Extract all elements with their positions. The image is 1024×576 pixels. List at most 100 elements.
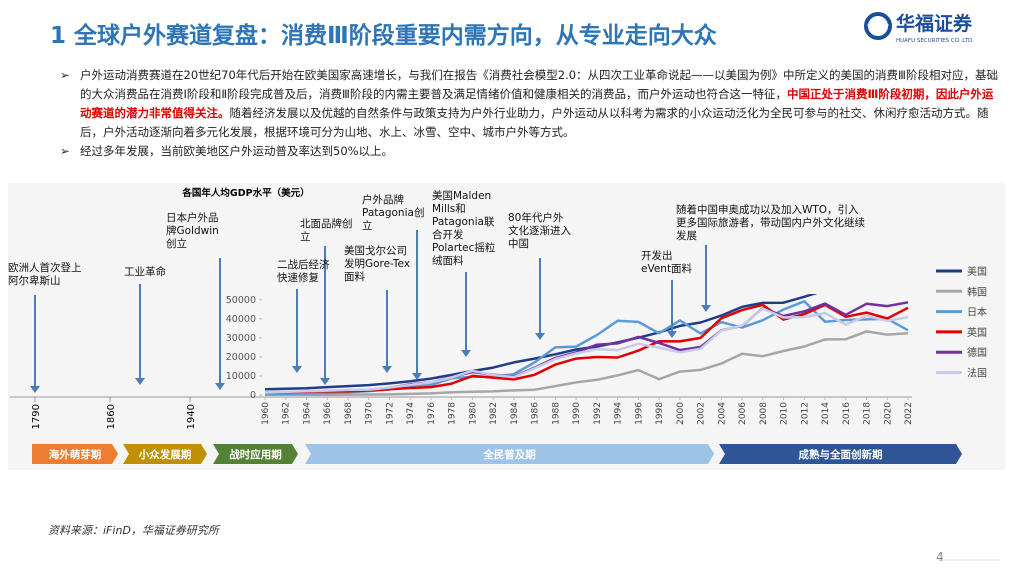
- legend-label: 日本: [967, 306, 987, 319]
- event-label: 北面品牌创立: [300, 218, 353, 243]
- bullet: ➢ 户外运动消费赛道在20世纪70年代后开始在欧美国家高速增长，与我们在报告《消费…: [60, 68, 998, 139]
- logo: 华福证券 HUAFU SECURITIES CO.,LTD.: [864, 12, 974, 44]
- x-tick-label: 2022: [904, 402, 914, 425]
- event-arrow-head: [535, 333, 545, 340]
- x-tick-label: 2004: [717, 402, 727, 425]
- x-tick-label: 1998: [655, 402, 665, 425]
- event-arrow-head: [30, 386, 40, 393]
- event-label: 工业革命: [124, 266, 166, 278]
- x-tick-label: 1988: [551, 402, 561, 425]
- source-note: 资料来源：iFinD，华福证券研究所: [48, 524, 219, 537]
- bullet-highlight: 中国正处于消费Ⅲ阶段初期，因此户外运动赛道的潜力非常值得关注。: [80, 87, 994, 120]
- series-line: [264, 307, 909, 394]
- x-tick-label: 1960: [261, 402, 271, 425]
- phase-label: 海外萌芽期: [49, 448, 102, 461]
- x-tick-label: 1996: [634, 402, 644, 425]
- x-tick-label: 1968: [344, 402, 354, 425]
- x-tick-label: 1974: [406, 402, 416, 425]
- x-tick-label: 1982: [489, 402, 499, 425]
- x-tick-label: 1992: [593, 402, 603, 425]
- x-tick-label: 2020: [883, 402, 893, 425]
- x-tick-label: 1984: [510, 402, 520, 425]
- logo-en: HUAFU SECURITIES CO.,LTD.: [896, 38, 974, 44]
- phase-label: 全民普及期: [482, 448, 536, 461]
- y-tick-label: 0: [250, 390, 256, 401]
- y-tick-label: 10000: [226, 371, 256, 382]
- y-tick-label: 30000: [226, 333, 256, 344]
- event-arrow-head: [135, 378, 145, 385]
- x-tick-label: 2012: [800, 402, 810, 425]
- event-arrow-head: [461, 350, 471, 357]
- x-tick-label: 1994: [614, 402, 624, 425]
- y-tick-label: 20000: [226, 352, 256, 363]
- x-tick-label: 1980: [468, 402, 478, 425]
- logo-text: 华福证券: [896, 12, 973, 35]
- event-label: 美国Malden Mills和Patagonia联合开发Polartec摇粒绒面…: [432, 190, 496, 267]
- bullet: ➢ 经过多年发展，当前欧美地区户外运动普及率达到50%以上。: [60, 142, 1000, 161]
- phase-label: 战时应用期: [229, 448, 282, 461]
- x-tick-label: 1964: [302, 402, 312, 425]
- timeline-year: 1860: [106, 404, 117, 429]
- x-tick-label: 1986: [531, 402, 541, 425]
- phase-bar: [305, 444, 714, 464]
- event-arrow-head: [667, 331, 677, 338]
- x-tick-label: 2016: [842, 402, 852, 425]
- phase-label: 小众发展期: [138, 448, 192, 461]
- logo-icon: [867, 20, 889, 28]
- plot-area: [264, 294, 909, 397]
- event-label: 欧洲人首次登上阿尔卑斯山: [8, 262, 82, 287]
- legend-label: 德国: [967, 346, 987, 359]
- chart-background: [8, 183, 1005, 470]
- x-tick-label: 1972: [385, 402, 395, 425]
- event-label: 开发出eVent面料: [641, 250, 693, 275]
- event-arrow-head: [292, 366, 302, 373]
- event-label: 80年代户外文化逐渐进入中国: [508, 212, 571, 250]
- x-tick-label: 2002: [697, 402, 707, 425]
- event-label: 日本户外品牌Goldwin创立: [166, 212, 219, 250]
- x-tick-label: 2006: [738, 402, 748, 425]
- legend-label: 韩国: [967, 285, 987, 298]
- event-arrow-head: [320, 378, 330, 385]
- x-tick-label: 2000: [676, 402, 686, 425]
- event-arrow-head: [382, 366, 392, 373]
- chart-title: 各国年人均GDP水平（美元）: [181, 187, 309, 199]
- event-label: 随着中国申奥成功以及加入WTO，引入更多国际旅游者，带动国内户外文化继续发展: [676, 204, 865, 242]
- event-arrow-head: [412, 373, 422, 380]
- x-tick-label: 1962: [282, 402, 292, 425]
- y-tick-label: 50000: [226, 295, 256, 306]
- legend-label: 英国: [967, 326, 987, 339]
- event-label: 二战后经济快速修复: [277, 259, 330, 284]
- phase-bar: [213, 444, 298, 464]
- event-label: 户外品牌Patagonia创立: [362, 194, 425, 232]
- bullet-text: 经过多年发展，当前欧美地区户外运动普及率达到50%以上。: [80, 144, 394, 158]
- x-tick-label: 1966: [323, 402, 333, 425]
- x-tick-label: 1976: [427, 402, 437, 425]
- legend-label: 美国: [967, 265, 987, 278]
- event-label: 美国戈尔公司发明Gore-Tex面料: [344, 245, 411, 283]
- bullet-text: 户外运动消费赛道在20世纪70年代后开始在欧美国家高速增长，与我们在报告《消费社…: [80, 68, 998, 101]
- x-tick-label: 1990: [572, 402, 582, 425]
- x-tick-label: 1970: [365, 402, 375, 425]
- timeline-year: 1940: [186, 404, 197, 429]
- phase-bar: [32, 444, 118, 464]
- phase-bar: [719, 444, 962, 464]
- phase-bar: [123, 444, 207, 464]
- x-tick-label: 2008: [759, 402, 769, 425]
- y-tick-label: 40000: [226, 314, 256, 325]
- x-tick-label: 2014: [821, 402, 831, 425]
- event-arrow-head: [215, 383, 225, 390]
- bullet-text: 随着经济发展以及优越的自然条件与政策支持为户外行业助力，户外运动从以科考为需求的…: [80, 106, 989, 139]
- x-tick-label: 2010: [780, 402, 790, 425]
- legend-label: 法国: [967, 367, 987, 380]
- event-arrow-head: [701, 305, 711, 312]
- x-tick-label: 1978: [448, 402, 458, 425]
- x-tick-label: 2018: [863, 402, 873, 425]
- page-number: 4: [936, 550, 944, 564]
- phase-label: 成熟与全面创新期: [799, 448, 883, 461]
- bullet-list: ➢ 户外运动消费赛道在20世纪70年代后开始在欧美国家高速增长，与我们在报告《消费…: [60, 66, 1000, 161]
- timeline-year: 1790: [31, 404, 42, 429]
- logo-icon: [864, 12, 892, 40]
- slide-title: 1 全球户外赛道复盘：消费Ⅲ阶段重要内需方向，从专业走向大众: [50, 23, 717, 49]
